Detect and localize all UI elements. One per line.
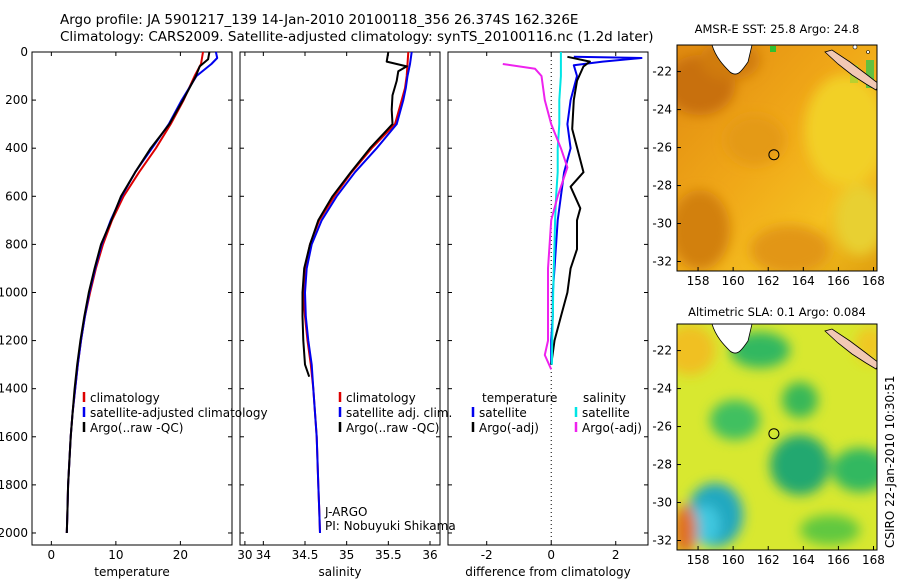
salinity-xtick-label: 34 — [256, 548, 271, 562]
sst-map-xtick-label: 162 — [757, 274, 780, 288]
legend-label: satellite-adjusted climatology — [90, 406, 268, 420]
legend-label: climatology — [90, 391, 160, 405]
legend-title-salinity: salinity — [583, 391, 626, 405]
difference-xlabel: difference from climatology — [465, 565, 631, 579]
temperature-series-climatology — [65, 51, 204, 534]
sla-map-panel: Altimetric SLA: 0.1 Argo: 0.084 158 160 16 — [652, 305, 885, 567]
sla-map-xtick-label: 166 — [827, 553, 850, 567]
sla-map-xtick-label: 162 — [757, 553, 780, 567]
sla-map-xtick-label: 164 — [792, 553, 815, 567]
sst-map-axes: 158 160 162 164 166 168 -22 -24 -26 -28 -30 -32 — [652, 65, 885, 288]
sst-map-title: AMSR-E SST: 25.8 Argo: 24.8 — [695, 22, 860, 36]
salinity-panel: 34 34.5 35 35.5 36 salinity climatologysatelli… — [239, 51, 456, 579]
salinity-xtick-label: 36 — [422, 548, 437, 562]
header-line-2: Climatology: CARS2009. Satellite-adjuste… — [60, 29, 653, 45]
legend-label: satellite — [582, 406, 630, 420]
sla-map-xtick-label: 168 — [862, 553, 885, 567]
csiro-stamp: CSIRO 22-Jan-2010 10:30:51 — [883, 376, 897, 548]
sla-map-ytick-label: -24 — [652, 382, 672, 396]
depth-tick-label: 1200 — [0, 334, 28, 348]
temperature-xtick-label: 20 — [173, 548, 188, 562]
sst-map-ytick-label: -32 — [652, 255, 672, 269]
sla-map-title: Altimetric SLA: 0.1 Argo: 0.084 — [688, 305, 866, 319]
temperature-xlabel: temperature — [94, 565, 169, 579]
difference-series-temperature-satellite — [550, 55, 643, 365]
sla-map-argo-marker — [768, 428, 780, 440]
difference-series-salinity-argo — [502, 63, 569, 370]
sst-map-xtick-label: 166 — [827, 274, 850, 288]
annotation-line: J-ARGO — [324, 505, 367, 519]
sst-map-ytick-label: -28 — [652, 179, 672, 193]
salinity-xtick-label: 35 — [339, 548, 354, 562]
sst-map-ytick-label: -26 — [652, 141, 672, 155]
temperature-series-argo — [65, 51, 211, 534]
temperature-axes-frame — [31, 51, 233, 546]
sla-map-xtick-label: 158 — [687, 553, 710, 567]
salinity-series-argo — [301, 51, 408, 378]
difference-xtick-label: 0 — [547, 548, 555, 562]
sst-map-xtick-label: 158 — [687, 274, 710, 288]
sla-map-ytick-label: -28 — [652, 458, 672, 472]
difference-xtick-label: -2 — [481, 548, 493, 562]
salinity-axes-frame — [239, 51, 441, 546]
sst-map-xtick-label: 168 — [862, 274, 885, 288]
sst-map-argo-marker — [768, 149, 780, 161]
depth-tick-label: 800 — [5, 237, 28, 251]
sla-map-ytick-label: -26 — [652, 420, 672, 434]
depth-tick-label: 2000 — [0, 526, 28, 540]
depth-tick-label: 1800 — [0, 478, 28, 492]
sst-map-ytick-label: -24 — [652, 103, 672, 117]
legend-label: climatology — [346, 391, 416, 405]
legend-label: Argo(-adj) — [479, 421, 539, 435]
difference-series-temperature-argo — [550, 55, 591, 365]
sla-map-ytick-label: -32 — [652, 534, 672, 548]
difference-series-salinity-satellite — [550, 52, 562, 365]
salinity-xlabel: salinity — [318, 565, 361, 579]
depth-tick-label: 200 — [5, 93, 28, 107]
sla-map-ytick-label: -30 — [652, 496, 672, 510]
salinity-xtick-label: 34.5 — [292, 548, 319, 562]
salinity-series-satellite — [304, 51, 413, 534]
depth-tick-label: 1400 — [0, 382, 28, 396]
sst-map-xtick-label: 164 — [792, 274, 815, 288]
depth-tick-label: 0 — [20, 45, 28, 59]
depth-tick-label: 600 — [5, 189, 28, 203]
sst-map-ytick-label: -22 — [652, 65, 672, 79]
difference-panel: -2 0 2 difference from climatology temperatu… — [447, 51, 649, 579]
depth-tick-label: 1000 — [0, 285, 28, 299]
legend-title-temperature: temperature — [482, 391, 557, 405]
legend-label: Argo(..raw -QC) — [90, 421, 183, 435]
temperature-xtick-label: 30 — [237, 548, 252, 562]
sst-map-panel: AMSR-E SST: 25.8 Argo: 24.8 158 160 162 164… — [652, 22, 885, 288]
sst-map-ytick-label: -30 — [652, 217, 672, 231]
temperature-xtick-label: 10 — [108, 548, 123, 562]
depth-tick-label: 400 — [5, 141, 28, 155]
legend-label: satellite — [479, 406, 527, 420]
salinity-xtick-label: 35.5 — [375, 548, 402, 562]
annotation-line: PI: Nobuyuki Shikama — [325, 519, 456, 533]
sla-map-field — [677, 324, 877, 550]
sst-map-xtick-label: 160 — [722, 274, 745, 288]
sla-map-xtick-label: 160 — [722, 553, 745, 567]
difference-axes-frame — [447, 51, 649, 546]
sst-map-field — [677, 45, 877, 271]
sla-map-axes: 158 160 162 164 166 168 -22 -24 -26 -28 -30 -32 — [652, 344, 885, 567]
sla-map-ytick-label: -22 — [652, 344, 672, 358]
header-line-1: Argo profile: JA 5901217_139 14-Jan-2010… — [60, 12, 578, 28]
temperature-xtick-label: 0 — [48, 548, 56, 562]
legend-label: Argo(..raw -QC) — [346, 421, 439, 435]
difference-xtick-label: 2 — [612, 548, 620, 562]
legend-label: satellite adj. clim. — [346, 406, 452, 420]
temperature-panel: 0 10 20 30 temperature 0 200 400 600 800 1000 1200 1… — [0, 45, 268, 579]
depth-tick-label: 1600 — [0, 430, 28, 444]
legend-label: Argo(-adj) — [582, 421, 642, 435]
